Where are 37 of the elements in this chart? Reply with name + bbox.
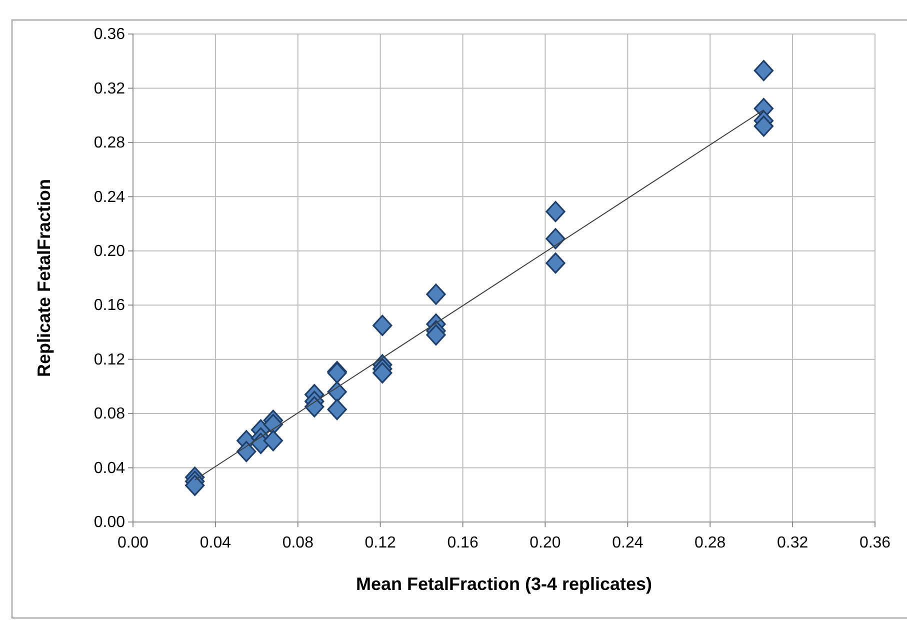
- y-tick-label: 0.04: [94, 460, 126, 477]
- y-tick-label: 0.00: [94, 514, 126, 532]
- point: [236, 440, 256, 462]
- y-tick-label: 0.12: [94, 351, 126, 368]
- x-tick-label: 0.00: [117, 534, 149, 552]
- point: [546, 228, 566, 250]
- y-tick-label: 0.36: [94, 26, 126, 44]
- y-tick-label: 0.16: [94, 297, 126, 314]
- x-tick-label: 0.28: [694, 534, 726, 552]
- y-axis-title: Replicate FetalFraction: [34, 178, 54, 378]
- x-tick-label: 0.20: [530, 534, 561, 552]
- point: [185, 474, 205, 496]
- x-tick-label: 0.16: [447, 534, 478, 552]
- point: [546, 201, 566, 222]
- point: [372, 314, 392, 336]
- point: [426, 324, 446, 346]
- point: [327, 381, 347, 402]
- point: [426, 284, 446, 305]
- x-tick-label: 0.36: [859, 534, 891, 552]
- y-tick-label: 0.08: [94, 406, 126, 423]
- point: [372, 362, 392, 384]
- x-tick-label: 0.32: [776, 534, 808, 552]
- x-axis-title: Mean FetalFraction (3-4 replicates): [356, 574, 652, 594]
- y-tick-label: 0.32: [94, 80, 126, 98]
- point: [754, 116, 774, 137]
- x-tick-label: 0.08: [282, 534, 314, 552]
- point: [754, 60, 774, 82]
- point: [263, 430, 283, 452]
- x-tick-label: 0.04: [200, 534, 232, 552]
- y-tick-label: 0.28: [94, 134, 126, 152]
- point: [304, 396, 324, 418]
- x-tick-label: 0.24: [612, 534, 644, 552]
- point: [546, 252, 566, 274]
- point: [327, 398, 347, 420]
- x-tick-label: 0.12: [364, 534, 396, 552]
- y-tick-label: 0.20: [94, 243, 126, 260]
- y-tick-label: 0.24: [94, 188, 126, 206]
